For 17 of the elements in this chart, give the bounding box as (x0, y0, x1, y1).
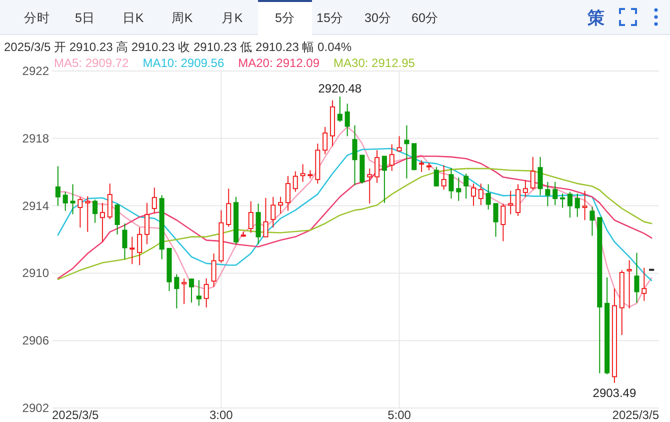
annotation: 2920.48 (318, 82, 362, 96)
text: MA20: 2912.09 (238, 56, 320, 70)
annotation: 2903.49 (592, 386, 636, 400)
y-tick-label: 2922 (22, 64, 50, 78)
x-tick-label: 5:00 (388, 408, 412, 422)
y-tick-label: 2914 (22, 198, 50, 213)
chart-subtitle: 2025/3/5 开 2910.23 高 2910.23 收 2910.23 低 2910.23 幅 0.04% (4, 40, 352, 54)
text: MA30: 2912.95 (334, 56, 416, 70)
y-tick-label: 2910 (22, 266, 50, 280)
x-tick-label: 2025/3/5 (52, 408, 100, 422)
y-tick-label: 2918 (22, 131, 50, 146)
x-tick-label: 2025/3/5 (612, 408, 660, 422)
x-tick-label: 3:00 (210, 408, 234, 422)
text: MA5: 2909.72 (54, 56, 130, 70)
text: MA10: 2909.56 (142, 56, 224, 70)
y-tick-label: 2906 (22, 334, 50, 348)
y-tick-label: 2902 (22, 401, 50, 415)
